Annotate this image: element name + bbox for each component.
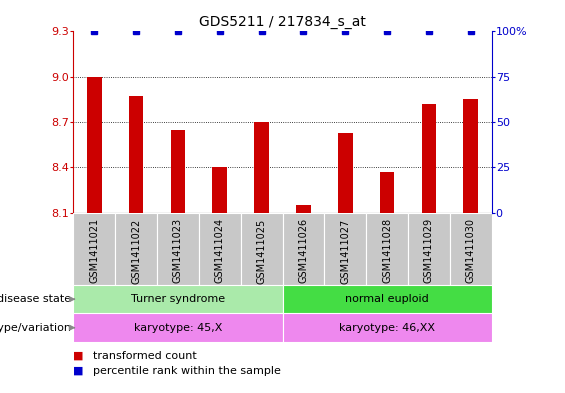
- Text: GSM1411026: GSM1411026: [298, 219, 308, 283]
- Bar: [324, 213, 366, 285]
- Text: GSM1411022: GSM1411022: [131, 219, 141, 284]
- Text: ■: ■: [73, 365, 84, 376]
- Text: karyotype: 45,X: karyotype: 45,X: [134, 323, 222, 333]
- Bar: [87, 77, 102, 213]
- Text: GSM1411027: GSM1411027: [340, 219, 350, 284]
- Bar: [366, 213, 408, 285]
- Bar: [282, 285, 492, 314]
- Bar: [199, 213, 241, 285]
- Bar: [254, 122, 269, 213]
- Text: GSM1411030: GSM1411030: [466, 219, 476, 283]
- Text: karyotype: 46,XX: karyotype: 46,XX: [339, 323, 435, 333]
- Text: genotype/variation: genotype/variation: [0, 323, 71, 333]
- Text: GSM1411024: GSM1411024: [215, 219, 225, 283]
- Bar: [129, 96, 144, 213]
- Bar: [450, 213, 492, 285]
- Text: transformed count: transformed count: [93, 351, 197, 361]
- Bar: [282, 314, 492, 342]
- Bar: [421, 104, 436, 213]
- Bar: [338, 132, 353, 213]
- Text: GSM1411029: GSM1411029: [424, 219, 434, 283]
- Text: GSM1411021: GSM1411021: [89, 219, 99, 283]
- Bar: [380, 172, 394, 213]
- Bar: [115, 213, 157, 285]
- Text: GSM1411028: GSM1411028: [382, 219, 392, 283]
- Bar: [73, 213, 115, 285]
- Text: GSM1411025: GSM1411025: [257, 219, 267, 284]
- Text: Turner syndrome: Turner syndrome: [131, 294, 225, 304]
- Title: GDS5211 / 217834_s_at: GDS5211 / 217834_s_at: [199, 15, 366, 29]
- Bar: [241, 213, 282, 285]
- Bar: [212, 167, 227, 213]
- Bar: [463, 99, 478, 213]
- Bar: [282, 213, 324, 285]
- Text: ■: ■: [73, 351, 84, 361]
- Bar: [73, 285, 282, 314]
- Text: percentile rank within the sample: percentile rank within the sample: [93, 365, 281, 376]
- Bar: [408, 213, 450, 285]
- Text: normal euploid: normal euploid: [345, 294, 429, 304]
- Bar: [73, 314, 282, 342]
- Bar: [171, 130, 185, 213]
- Bar: [296, 205, 311, 213]
- Text: disease state: disease state: [0, 294, 71, 304]
- Bar: [157, 213, 199, 285]
- Text: GSM1411023: GSM1411023: [173, 219, 183, 283]
